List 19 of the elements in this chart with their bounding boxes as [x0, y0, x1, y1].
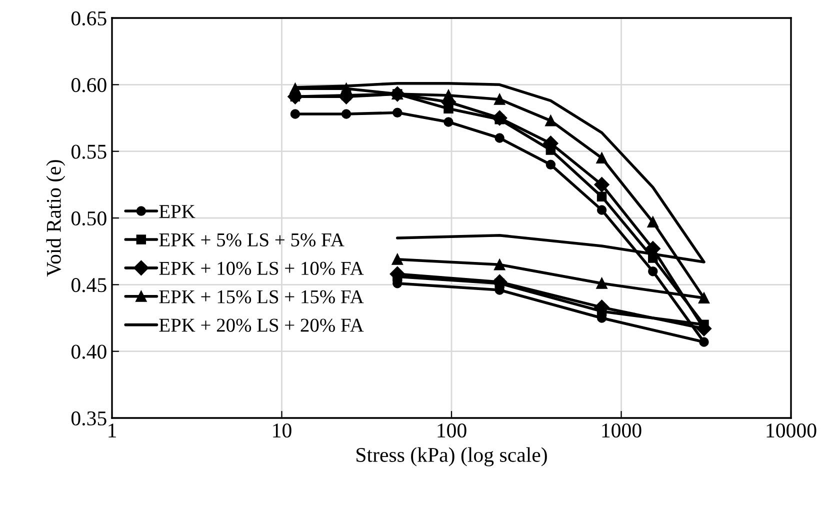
- y-tick-label: 0.65: [71, 11, 106, 26]
- legend-label: EPK + 10% LS + 10% FA: [159, 262, 364, 275]
- x-tick-label: 100: [438, 423, 466, 438]
- x-axis-title: Stress (kPa) (log scale): [356, 447, 547, 466]
- y-tick-label: 0.45: [71, 278, 106, 292]
- y-tick-label: 0.60: [71, 78, 106, 92]
- x-tick-label: 10: [273, 423, 292, 438]
- y-tick-label: 0.50: [71, 211, 106, 226]
- legend-label: EPK: [159, 205, 196, 218]
- y-tick-label: 0.55: [71, 144, 106, 159]
- legend-label: EPK + 20% LS + 20% FA: [159, 318, 364, 332]
- x-tick-label: 1000: [602, 423, 642, 438]
- y-tick-label: 0.35: [71, 411, 106, 426]
- legend-label: EPK + 15% LS + 15% FA: [159, 290, 364, 304]
- y-axis-title: Void Ratio (e): [46, 160, 66, 277]
- y-tick-label: 0.40: [71, 344, 106, 359]
- x-tick-label: 1: [108, 424, 116, 438]
- x-tick-label: 10000: [766, 423, 816, 438]
- legend-label: EPK + 5% LS + 5% FA: [159, 233, 344, 247]
